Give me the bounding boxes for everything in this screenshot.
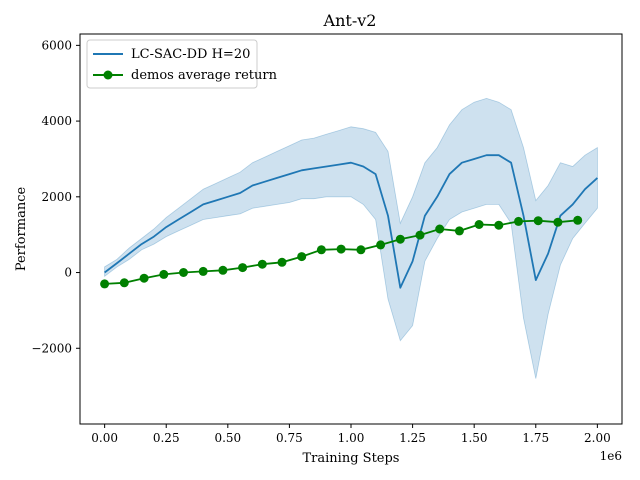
plot-area: [100, 97, 599, 379]
legend: LC-SAC-DD H=20 demos average return: [86, 39, 278, 89]
x-tick-label: 1.75: [522, 431, 549, 445]
series-2-point: [454, 226, 464, 236]
x-axis-offset-label: 1e6: [600, 449, 622, 463]
y-axis-label: Performance: [14, 187, 29, 272]
x-tick-label: 0.00: [91, 431, 118, 445]
y-tick-label: −2000: [31, 341, 72, 355]
series-2-point: [494, 220, 504, 230]
series-2-point: [238, 263, 248, 273]
y-tick-label: 4000: [41, 114, 72, 128]
series-1-line: [104, 154, 599, 289]
y-tick-label: 2000: [41, 190, 72, 204]
series-2-point: [435, 224, 445, 234]
band-layer: [104, 97, 598, 379]
series-2-point: [553, 217, 563, 227]
x-tick-label: 1.25: [399, 431, 426, 445]
series-2-point: [514, 216, 523, 226]
series-2-point: [297, 252, 307, 262]
series-2-point: [533, 216, 543, 226]
x-axis-label: Training Steps: [303, 451, 400, 466]
series-2-point: [257, 259, 267, 269]
y-axis-ticks: −2000 0 2000 4000 6000: [31, 38, 80, 355]
y-tick-label: 6000: [41, 38, 72, 52]
legend-label-series-2: demos average return: [131, 68, 278, 83]
series-2-point: [139, 273, 149, 283]
x-axis-ticks: 0.00 0.25 0.50 0.75 1.00 1.25 1.50 1.75 2.00: [91, 424, 611, 445]
series-2-point: [316, 245, 326, 255]
series-2-point: [100, 279, 110, 289]
series-2-point: [395, 234, 405, 244]
series-1-confidence-band: [104, 97, 598, 379]
series-2-point: [198, 266, 208, 276]
legend-box: [86, 39, 258, 89]
series-2-point: [159, 269, 169, 279]
series-2-point: [573, 215, 583, 225]
series-2-point: [356, 245, 366, 255]
series-2-point: [376, 240, 386, 250]
series-2-point: [474, 220, 484, 229]
legend-label-series-1: LC-SAC-DD H=20: [131, 47, 250, 62]
series-2-point: [179, 268, 188, 277]
series-2-point: [218, 265, 228, 275]
x-tick-label: 0.50: [214, 431, 241, 445]
series-2-point: [336, 244, 346, 254]
series-2-point: [119, 278, 129, 288]
x-tick-label: 0.25: [153, 431, 180, 445]
chart-title: Ant-v2: [323, 11, 377, 30]
legend-marker-series-2: [103, 70, 113, 80]
x-tick-label: 0.75: [276, 431, 303, 445]
x-tick-label: 1.00: [338, 431, 365, 445]
series-2-point: [277, 257, 287, 267]
x-tick-label: 1.50: [461, 431, 488, 445]
markers-layer: [100, 215, 583, 289]
series-2-point: [415, 230, 425, 240]
x-tick-label: 2.00: [584, 431, 611, 445]
y-tick-label: 0: [64, 266, 72, 280]
